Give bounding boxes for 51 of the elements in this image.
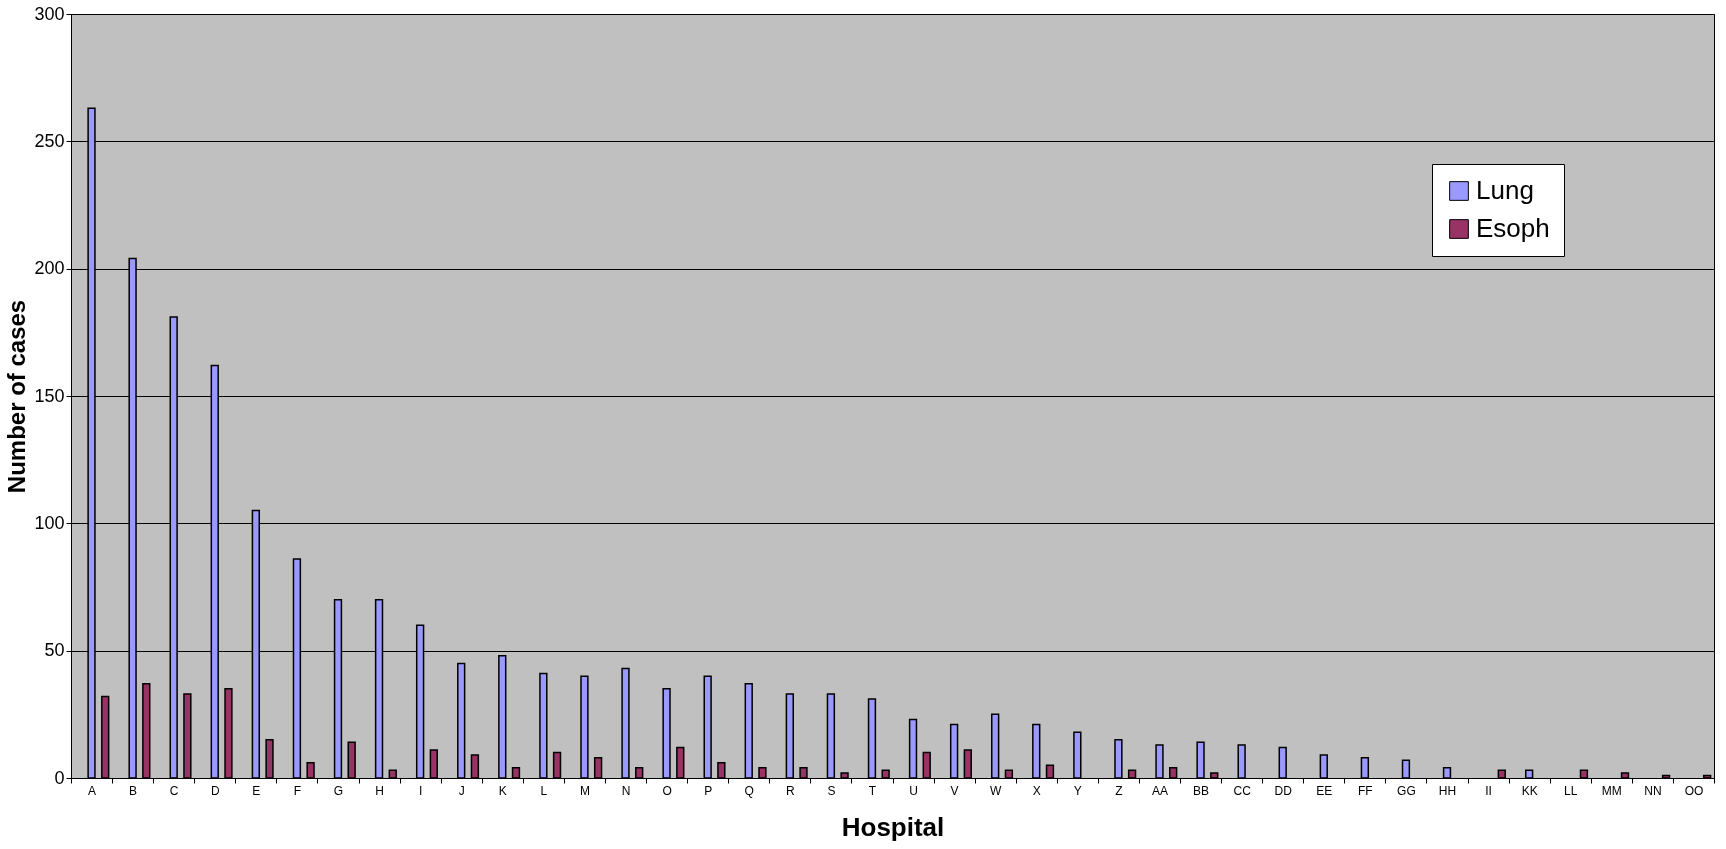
x-tick-label: KK [1521,783,1538,798]
x-tick-label: P [704,783,713,798]
x-tick-label: OO [1684,783,1704,798]
x-tick-label: U [909,783,918,798]
x-tick-label: DD [1274,783,1293,798]
x-tick-label: F [293,783,302,798]
x-tick-label: EE [1316,783,1333,798]
x-tick-label: L [540,783,548,798]
x-tick-label: J [458,783,465,798]
y-tick-label: 300 [34,3,65,24]
x-axis-title: Hospital [841,811,945,842]
x-tick-label: LL [1564,783,1578,798]
x-tick-label: CC [1233,783,1252,798]
y-tick-label: 200 [34,258,65,279]
x-tick-label: S [827,783,836,798]
x-tick-label: Z [1115,783,1123,798]
x-tick-label: H [375,783,384,798]
y-tick-label: 250 [34,130,65,151]
x-tick-label: HH [1438,783,1457,798]
x-tick-label: II [1485,783,1492,798]
x-tick-label: MM [1601,783,1622,798]
x-tick-label: B [129,783,138,798]
y-tick-label: 0 [54,767,65,788]
y-axis-title: Number of cases [3,299,31,494]
legend-label: Lung [1476,175,1534,205]
x-tick-label: Q [744,783,754,798]
y-tick-label: 50 [44,640,65,661]
x-tick-label: I [418,783,423,798]
x-tick-label: C [169,783,179,798]
x-tick-label: W [990,783,1003,798]
x-tick-label: R [785,783,795,798]
x-tick-label: K [498,783,507,798]
x-tick-label: NN [1644,783,1662,798]
x-tick-label: M [579,783,590,798]
x-tick-label: N [621,783,631,798]
x-tick-label: A [88,783,97,798]
x-tick-label: Y [1073,783,1082,798]
x-tick-label: V [950,783,959,798]
legend-label: Esoph [1476,213,1550,243]
x-tick-label: E [252,783,261,798]
x-tick-label: BB [1193,783,1210,798]
y-tick-label: 100 [34,512,65,533]
x-tick-label: X [1032,783,1041,798]
x-tick-label: G [333,783,344,798]
x-tick-label: GG [1397,783,1416,798]
x-tick-label: T [868,783,877,798]
y-tick-label: 150 [34,385,65,406]
x-tick-label: O [662,783,672,798]
x-tick-label: D [210,783,220,798]
x-tick-label: AA [1151,783,1168,798]
x-tick-label: FF [1358,783,1373,798]
